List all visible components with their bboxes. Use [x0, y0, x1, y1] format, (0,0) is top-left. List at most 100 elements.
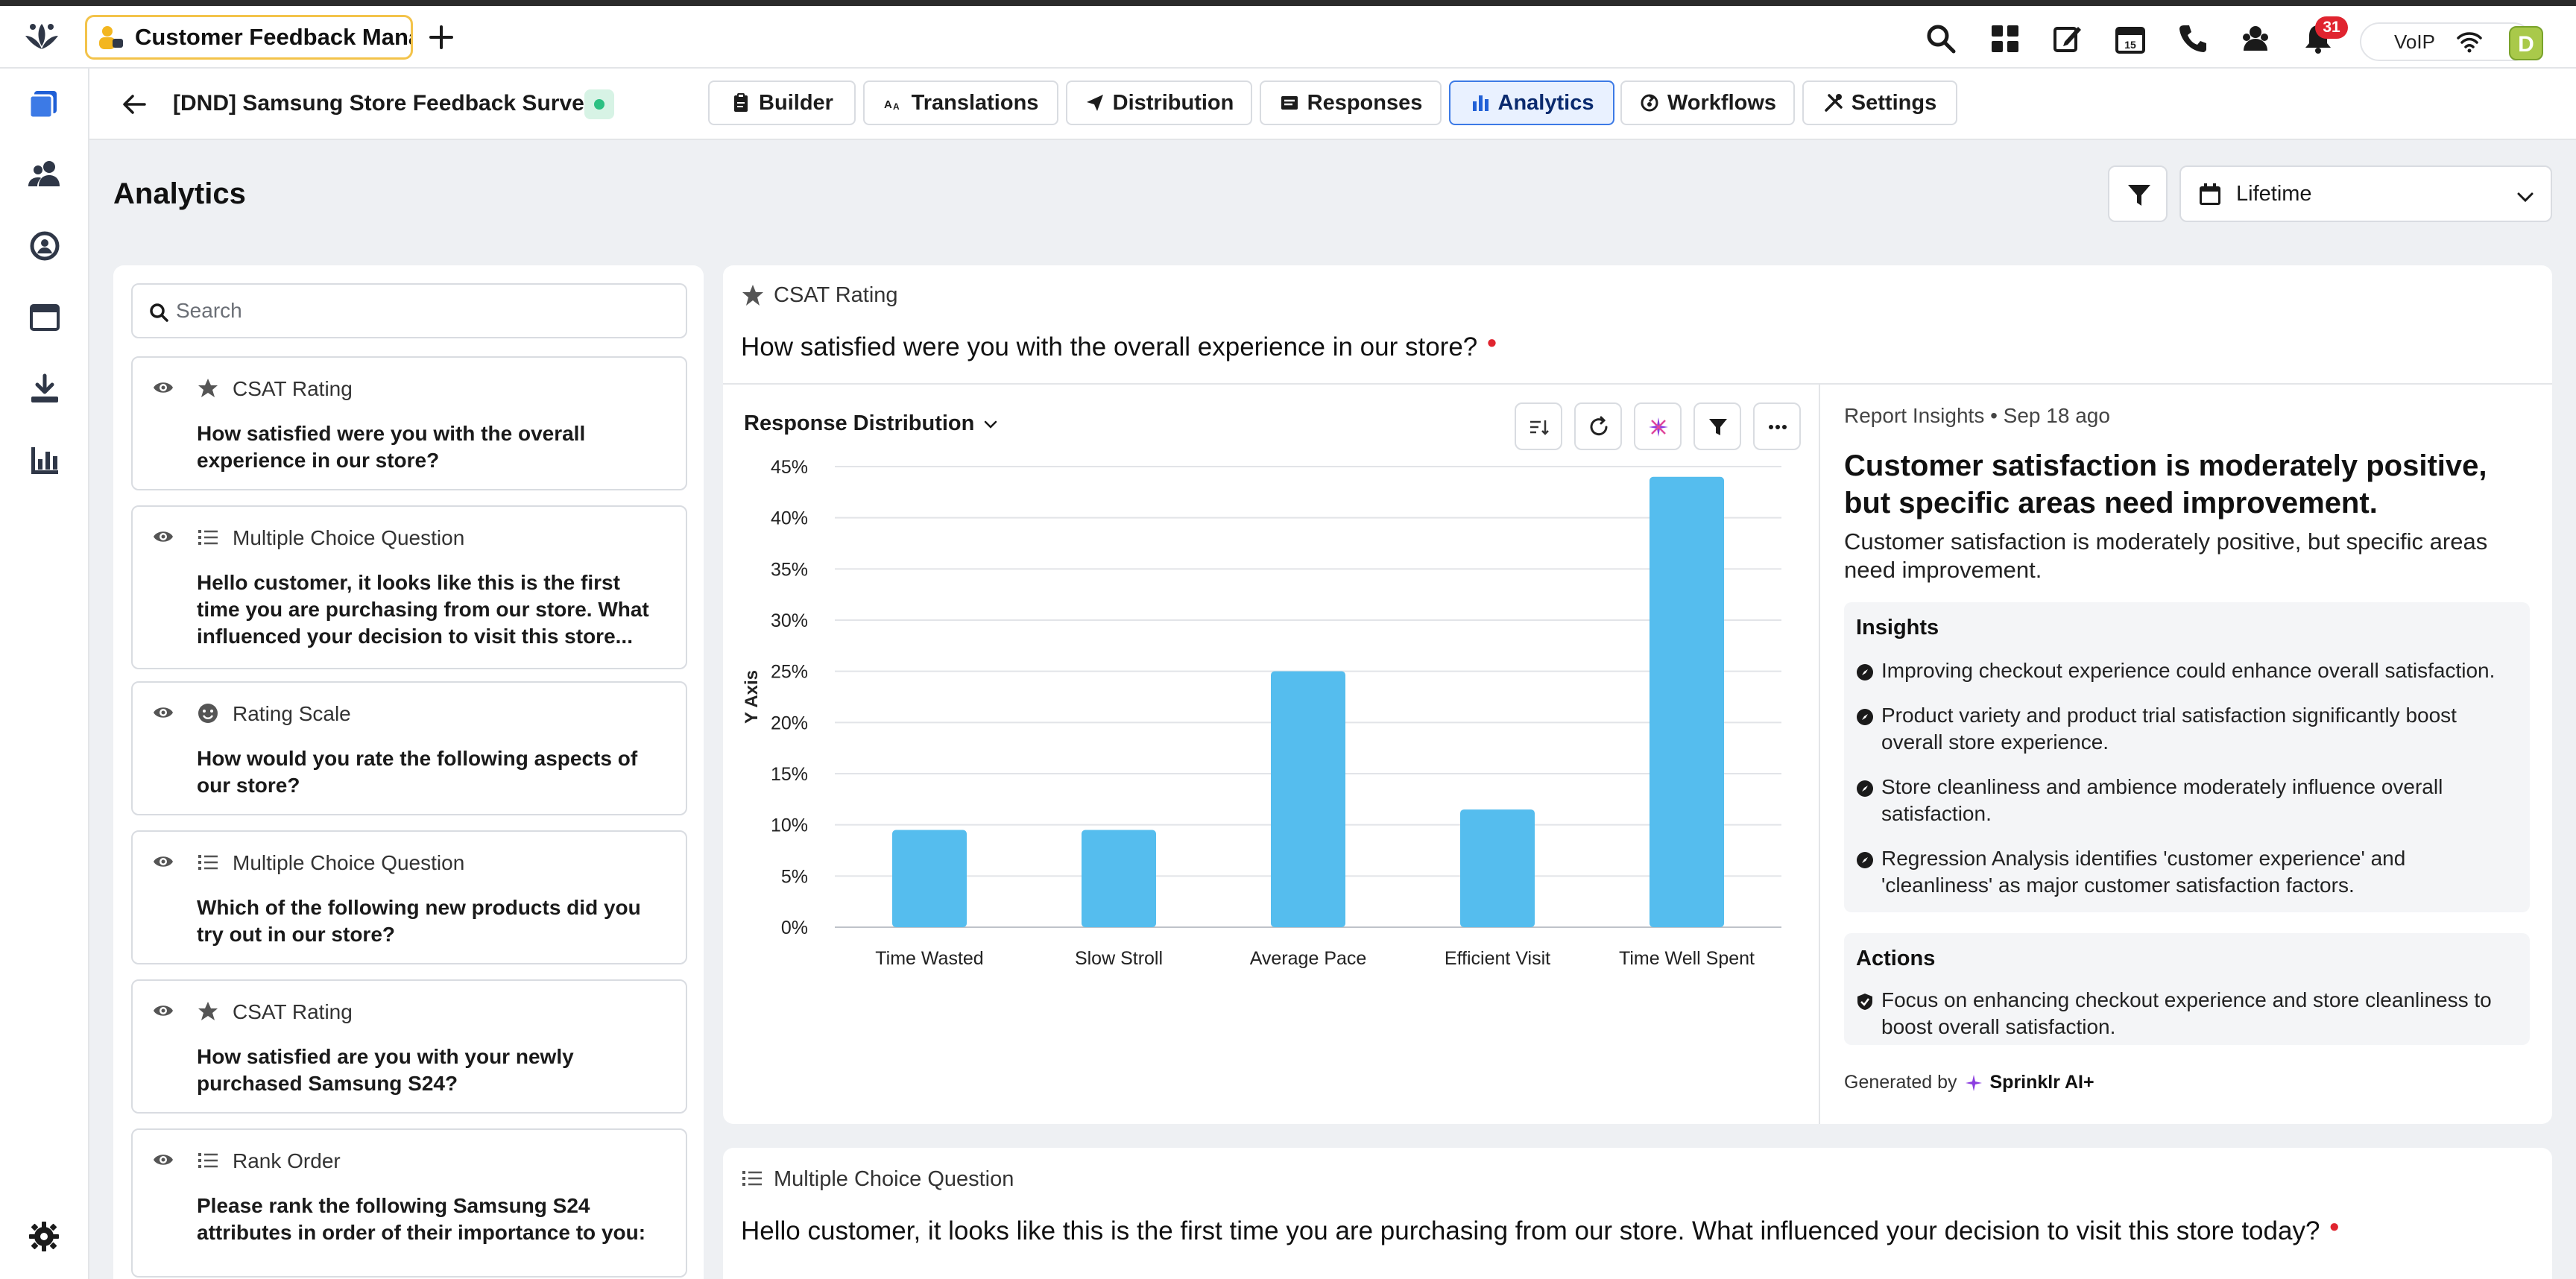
tab-analytics[interactable]: Analytics [1449, 80, 1614, 125]
x-tick-label: Slow Stroll [1075, 948, 1163, 969]
customer-feedback-icon [99, 26, 123, 49]
app-tab-customer-feedback[interactable]: Customer Feedback Manager [85, 15, 413, 60]
app-grid-icon[interactable] [1989, 22, 2021, 55]
voip-label: VoIP [2394, 30, 2435, 53]
settings-gear-icon[interactable] [28, 1221, 60, 1252]
y-tick-label: 35% [771, 559, 808, 580]
filter-icon [2128, 185, 2150, 206]
list-icon [198, 855, 218, 870]
sort-button[interactable] [1515, 402, 1562, 450]
sort-icon [1530, 420, 1549, 435]
sidebar-surveys-icon[interactable] [27, 86, 63, 122]
left-sidebar [0, 69, 89, 1279]
question-text: Which of the following new products did … [197, 896, 641, 946]
insight-item: Improving checkout experience could enha… [1856, 657, 2519, 684]
actions-box: Actions Focus on enhancing checkout expe… [1844, 933, 2530, 1045]
sidebar-listening-icon[interactable] [27, 228, 63, 264]
filter-icon [1709, 419, 1727, 435]
question-card[interactable]: CSAT Rating How satisfied were you with t… [131, 356, 687, 490]
sidebar-browser-icon[interactable] [27, 300, 63, 335]
list-icon [198, 530, 218, 545]
eye-icon[interactable] [152, 1151, 174, 1169]
eye-icon[interactable] [152, 1002, 174, 1020]
question-analytics-card: CSAT Rating How satisfied were you with … [723, 265, 2552, 1124]
report-insights-title: Customer satisfaction is moderately posi… [1844, 449, 2487, 520]
add-tab-icon[interactable] [425, 21, 458, 54]
search-input[interactable]: Search [131, 283, 687, 338]
question-card[interactable]: Multiple Choice Question Hello customer, … [131, 505, 687, 669]
sprinklr-logo-icon[interactable] [22, 19, 61, 55]
bar [1460, 809, 1535, 927]
bar [1082, 830, 1156, 927]
x-tick-label: Efficient Visit [1445, 948, 1550, 969]
clipboard-icon [734, 93, 748, 112]
x-tick-label: Time Wasted [875, 948, 983, 969]
refresh-icon [1590, 416, 1608, 436]
question-type-label: Multiple Choice Question [774, 1167, 1014, 1191]
survey-header: [DND] Samsung Store Feedback Survey Buil… [89, 69, 2576, 140]
rank-list-icon [198, 1153, 218, 1168]
date-range-select[interactable]: Lifetime [2179, 165, 2552, 222]
page-title: Analytics [113, 177, 246, 210]
ai-insights-button[interactable] [1634, 402, 1682, 450]
compose-icon[interactable] [2051, 22, 2084, 55]
bar [892, 830, 967, 927]
refresh-button[interactable] [1574, 402, 1622, 450]
question-card[interactable]: Rating Scale How would you rate the follo… [131, 681, 687, 815]
search-placeholder: Search [176, 299, 242, 322]
eye-icon[interactable] [152, 528, 174, 546]
filter-button[interactable] [2108, 165, 2168, 222]
back-arrow-icon[interactable] [119, 89, 149, 119]
calendar-icon[interactable]: 15 [2114, 22, 2147, 55]
question-text: How satisfied are you with your newly pu… [197, 1045, 574, 1095]
eye-icon[interactable] [152, 379, 174, 397]
question-list-panel: Search CSAT Rating How satisfied were you… [113, 265, 704, 1279]
tab-builder[interactable]: Builder [708, 80, 856, 125]
y-tick-label: 25% [771, 662, 808, 683]
question-type-label: CSAT Rating [233, 1000, 353, 1023]
question-card[interactable]: Multiple Choice Question Which of the fol… [131, 830, 687, 964]
voip-status-toggle[interactable]: VoIP [2360, 22, 2533, 61]
required-marker: ● [2329, 1216, 2340, 1237]
question-card[interactable]: CSAT Rating How satisfied are you with yo… [131, 979, 687, 1114]
x-tick-label: Average Pace [1250, 948, 1367, 969]
star-icon [198, 379, 218, 397]
y-tick-label: 20% [771, 713, 808, 733]
question-type-label: Multiple Choice Question [233, 851, 465, 874]
question-type-label: CSAT Rating [774, 283, 898, 307]
sparkle-icon [1649, 417, 1668, 437]
search-icon[interactable] [1925, 22, 1957, 55]
window-top-strip [0, 0, 2576, 6]
question-card[interactable]: Rank Order Please rank the following Sams… [131, 1128, 687, 1278]
sidebar-reports-icon[interactable] [27, 443, 63, 479]
compass-icon [1857, 709, 1873, 725]
response-distribution-dropdown[interactable]: Response Distribution [744, 411, 1000, 436]
eye-icon[interactable] [152, 704, 174, 721]
tab-workflows[interactable]: Workflows [1620, 80, 1795, 125]
insights-title: Insights [1856, 616, 1939, 640]
sidebar-audience-icon[interactable] [27, 157, 63, 192]
chart-filter-button[interactable] [1693, 402, 1741, 450]
tools-icon [1825, 94, 1843, 112]
calendar-icon [2200, 183, 2220, 205]
report-insights-subtitle: Customer satisfaction is moderately posi… [1844, 528, 2488, 583]
eye-icon[interactable] [152, 853, 174, 871]
y-tick-label: 40% [771, 508, 808, 529]
bar-chart-icon [1472, 95, 1489, 111]
shield-check-icon [1857, 994, 1872, 1010]
y-tick-label: 0% [781, 918, 808, 938]
question-type-label: CSAT Rating [233, 377, 353, 400]
question-type-label: Multiple Choice Question [233, 526, 465, 549]
sidebar-download-icon[interactable] [27, 371, 63, 407]
tab-settings[interactable]: Settings [1802, 80, 1957, 125]
tab-responses[interactable]: Responses [1260, 80, 1442, 125]
agent-status-icon[interactable] [2239, 22, 2272, 55]
user-avatar[interactable]: D [2509, 26, 2543, 60]
more-options-button[interactable] [1753, 402, 1801, 450]
phone-icon[interactable] [2176, 22, 2209, 55]
question-type-label: Rating Scale [233, 702, 351, 725]
tab-distribution[interactable]: Distribution [1066, 80, 1252, 125]
responses-icon [1281, 96, 1298, 110]
